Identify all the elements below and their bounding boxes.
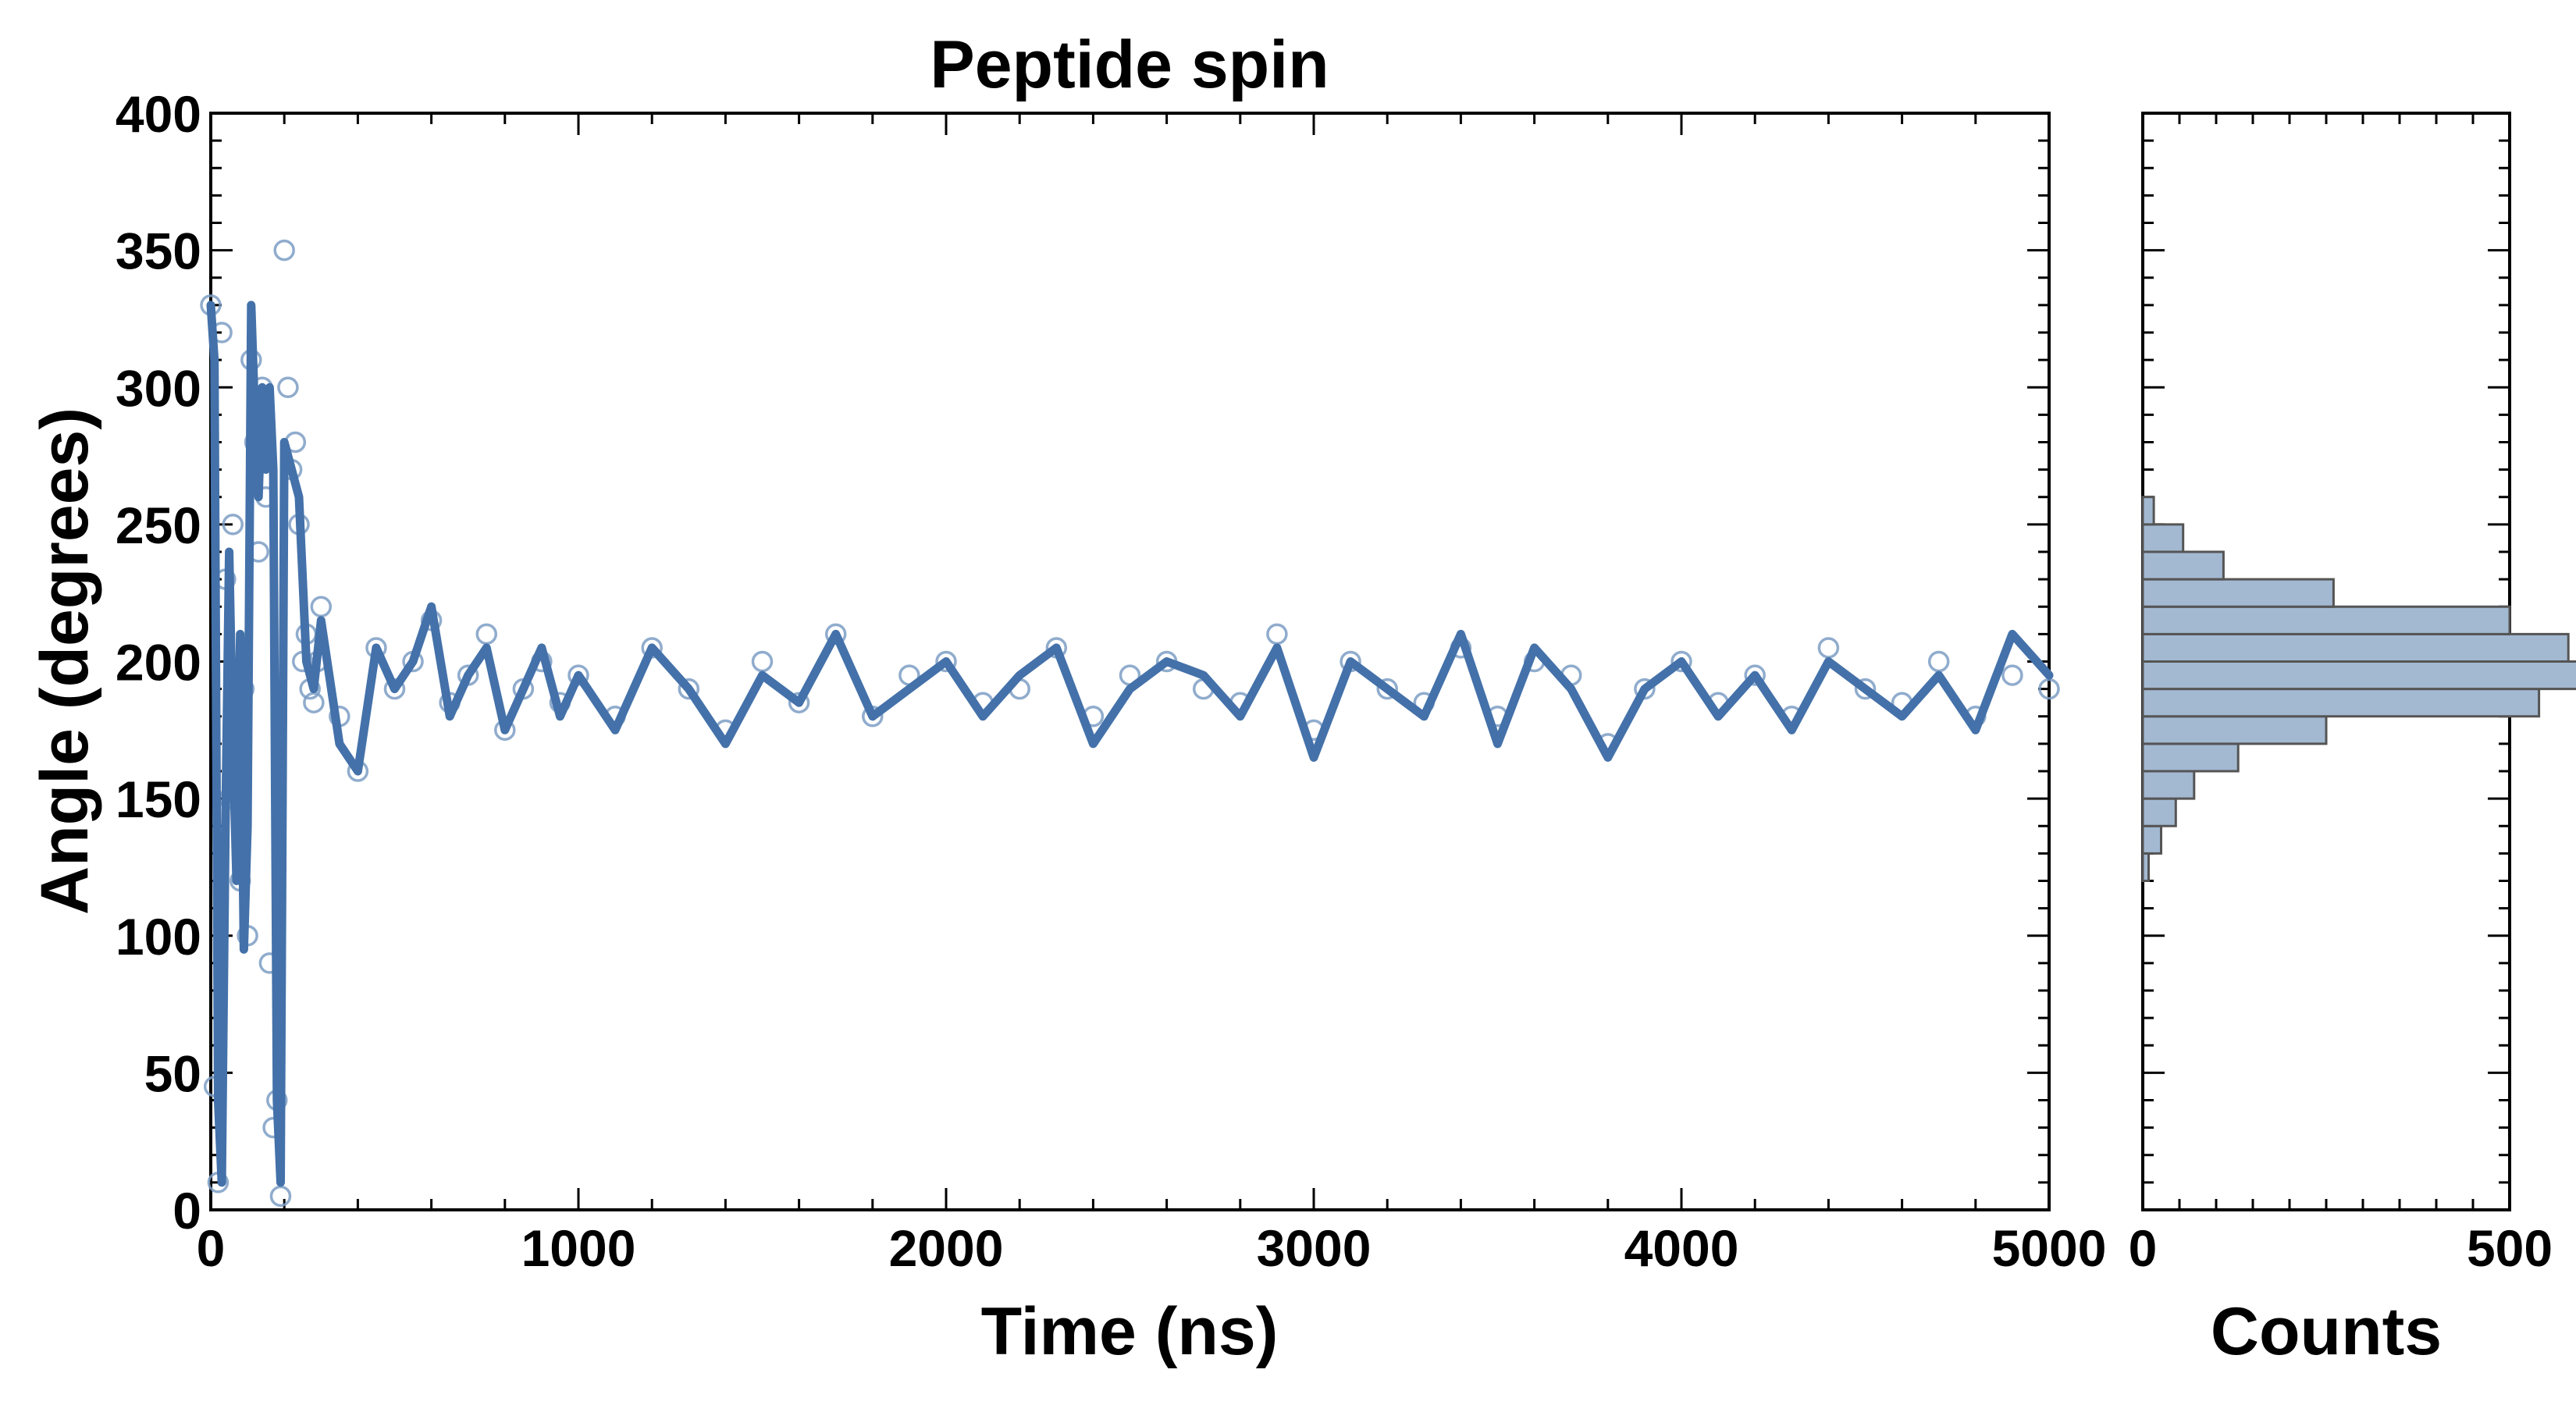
- tick-labels: 0 1000 2000 3000 4000 50000501001502002503003…: [116, 85, 2553, 1277]
- histogram-bar: [2141, 550, 2225, 581]
- x-tick-label: 1000: [521, 1219, 636, 1277]
- scatter-point: [475, 623, 497, 646]
- histogram-bar: [2141, 632, 2570, 663]
- scatter-point: [1670, 650, 1692, 673]
- histogram-bar: [2141, 770, 2196, 800]
- x-tick-label: 5000: [1992, 1219, 2107, 1277]
- scatter-point: [303, 692, 325, 713]
- histogram-x-axis-label: Counts: [2211, 1294, 2442, 1369]
- scatter-point: [222, 514, 244, 535]
- scatter-point: [273, 239, 295, 261]
- series-line-running-average: [206, 301, 2054, 1187]
- hist-x-tick-label: 500: [2467, 1219, 2553, 1277]
- scatter-point: [1927, 650, 1950, 673]
- x-tick-label: 3000: [1257, 1219, 1372, 1277]
- scatter-point: [2001, 664, 2023, 686]
- histogram-bar: [2141, 715, 2328, 745]
- scatter-point: [2038, 678, 2060, 700]
- histogram-bar: [2141, 578, 2335, 608]
- x-axis-label: Time (ns): [981, 1294, 1279, 1369]
- scatter-point: [1634, 678, 1656, 700]
- histogram-bars: [2141, 496, 2576, 882]
- scatter-point: [310, 596, 333, 617]
- y-tick-label: 100: [116, 908, 201, 966]
- y-tick-label: 0: [173, 1182, 201, 1240]
- histogram-bar: [2141, 496, 2155, 526]
- scatter-point: [678, 678, 700, 700]
- x-tick-label: 2000: [889, 1219, 1004, 1277]
- scatter-point: [269, 1185, 292, 1208]
- y-tick-label: 350: [116, 222, 201, 280]
- histogram-bar: [2141, 797, 2177, 827]
- scatter-point: [1266, 623, 1288, 646]
- histogram-bar: [2141, 688, 2541, 718]
- y-tick-label: 200: [116, 634, 201, 692]
- y-tick-label: 250: [116, 496, 201, 554]
- y-tick-label: 300: [116, 359, 201, 417]
- histogram-bar: [2141, 852, 2151, 882]
- scatter-point: [935, 650, 957, 673]
- y-tick-label: 50: [144, 1044, 201, 1102]
- chart-title: Peptide spin: [930, 27, 1329, 102]
- scatter-point: [1744, 664, 1766, 686]
- histogram-bar: [2141, 824, 2162, 855]
- scatter-point: [1376, 678, 1398, 700]
- scatter-point: [277, 376, 299, 398]
- scatter-point: [1854, 678, 1877, 700]
- histogram-bar: [2141, 605, 2511, 635]
- scatter-point: [1817, 637, 1840, 659]
- y-tick-label: 400: [116, 85, 201, 143]
- histogram-bar: [2141, 660, 2576, 691]
- hist-x-tick-label: 0: [2129, 1219, 2158, 1277]
- y-axis-label: Angle (degrees): [27, 407, 102, 915]
- running-average-line: [206, 301, 2054, 1187]
- histogram-bar: [2141, 523, 2185, 553]
- scatter-points: [200, 239, 2060, 1208]
- scatter-point: [788, 692, 810, 713]
- x-tick-label: 0: [197, 1219, 226, 1277]
- scatter-point: [751, 650, 774, 673]
- y-tick-label: 150: [116, 770, 201, 828]
- histogram-bar: [2141, 742, 2240, 773]
- x-tick-label: 4000: [1624, 1219, 1739, 1277]
